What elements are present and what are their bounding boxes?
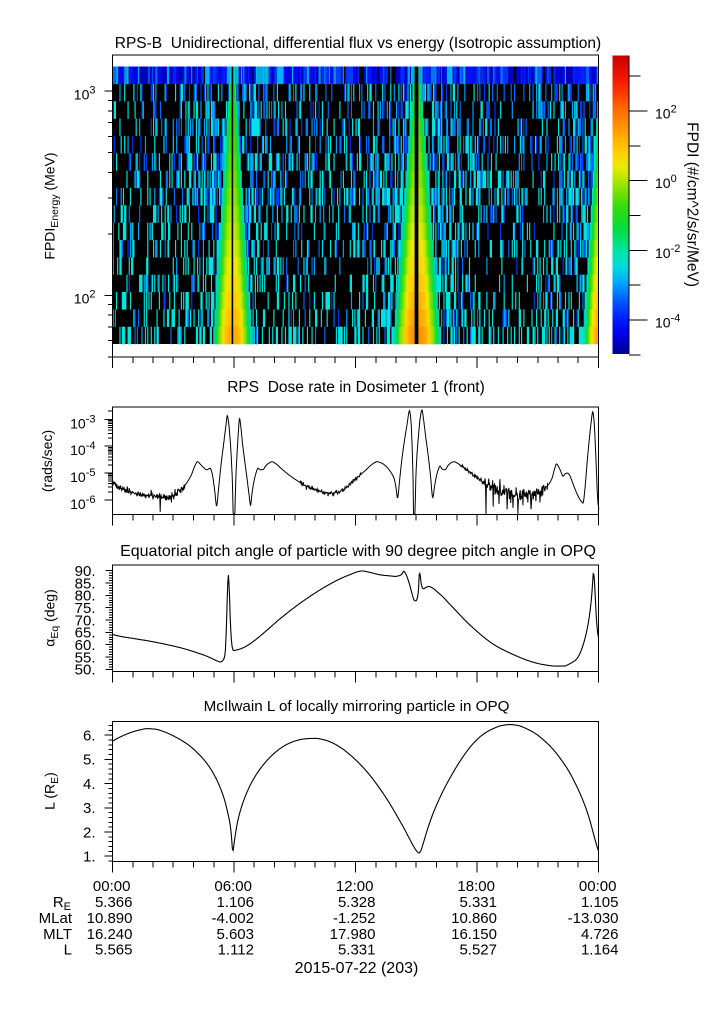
svg-text:L: L xyxy=(64,941,72,958)
svg-text:6.: 6. xyxy=(83,728,96,745)
svg-text:90.: 90. xyxy=(75,563,96,580)
svg-text:5.: 5. xyxy=(83,752,96,769)
svg-text:70.: 70. xyxy=(75,612,96,629)
svg-text:MLT: MLT xyxy=(43,926,72,943)
svg-text:75.: 75. xyxy=(75,600,96,617)
svg-text:60.: 60. xyxy=(75,637,96,654)
svg-text:RPS-B Unidirectional, differe: RPS-B Unidirectional, differential flux … xyxy=(115,35,601,52)
svg-text:4.: 4. xyxy=(83,776,96,793)
svg-text:55.: 55. xyxy=(75,649,96,666)
svg-text:1.105: 1.105 xyxy=(581,894,619,911)
svg-text:80.: 80. xyxy=(75,588,96,605)
svg-text:1.106: 1.106 xyxy=(216,894,254,911)
svg-text:(rads/sec): (rads/sec) xyxy=(39,430,55,492)
svg-text:1.: 1. xyxy=(83,849,96,866)
svg-text:2015-07-22 (203): 2015-07-22 (203) xyxy=(295,960,419,977)
svg-text:5.565: 5.565 xyxy=(95,941,133,958)
svg-text:FPDI (#/cm^2/s/sr/MeV): FPDI (#/cm^2/s/sr/MeV) xyxy=(684,122,701,287)
svg-text:McIlwain L of locally mirrorin: McIlwain L of locally mirroring particle… xyxy=(204,698,510,715)
svg-text:5.527: 5.527 xyxy=(459,941,497,958)
svg-text:MLat: MLat xyxy=(39,910,73,927)
svg-text:Equatorial pitch angle of part: Equatorial pitch angle of particle with … xyxy=(120,543,596,560)
svg-text:16.240: 16.240 xyxy=(87,926,133,943)
svg-text:85.: 85. xyxy=(75,575,96,592)
svg-text:10.860: 10.860 xyxy=(451,910,497,927)
svg-text:1.164: 1.164 xyxy=(581,941,619,958)
svg-text:5.331: 5.331 xyxy=(459,894,497,911)
svg-text:65.: 65. xyxy=(75,625,96,642)
svg-text:12:00: 12:00 xyxy=(336,878,374,895)
svg-text:5.603: 5.603 xyxy=(216,926,254,943)
svg-text:16.150: 16.150 xyxy=(451,926,497,943)
svg-text:5.331: 5.331 xyxy=(338,941,376,958)
svg-text:10.890: 10.890 xyxy=(87,910,133,927)
svg-text:18:00: 18:00 xyxy=(457,878,495,895)
svg-text:FPDIEnergy (MeV): FPDIEnergy (MeV) xyxy=(42,152,62,259)
svg-text:1.112: 1.112 xyxy=(218,941,254,958)
svg-text:00:00: 00:00 xyxy=(93,878,131,895)
svg-text:RPS Dose rate in Dosimeter 1: RPS Dose rate in Dosimeter 1 (front) xyxy=(227,379,485,396)
svg-text:2.: 2. xyxy=(83,824,96,841)
svg-text:5.328: 5.328 xyxy=(338,894,376,911)
svg-text:50.: 50. xyxy=(75,662,96,679)
svg-text:-4.002: -4.002 xyxy=(211,910,254,927)
svg-text:-13.030: -13.030 xyxy=(568,910,619,927)
svg-text:06:00: 06:00 xyxy=(214,878,252,895)
svg-text:3.: 3. xyxy=(83,800,96,817)
svg-text:17.980: 17.980 xyxy=(330,926,376,943)
svg-text:-1.252: -1.252 xyxy=(333,910,376,927)
svg-text:4.726: 4.726 xyxy=(581,926,619,943)
svg-text:5.366: 5.366 xyxy=(95,894,133,911)
svg-text:00:00: 00:00 xyxy=(579,878,617,895)
